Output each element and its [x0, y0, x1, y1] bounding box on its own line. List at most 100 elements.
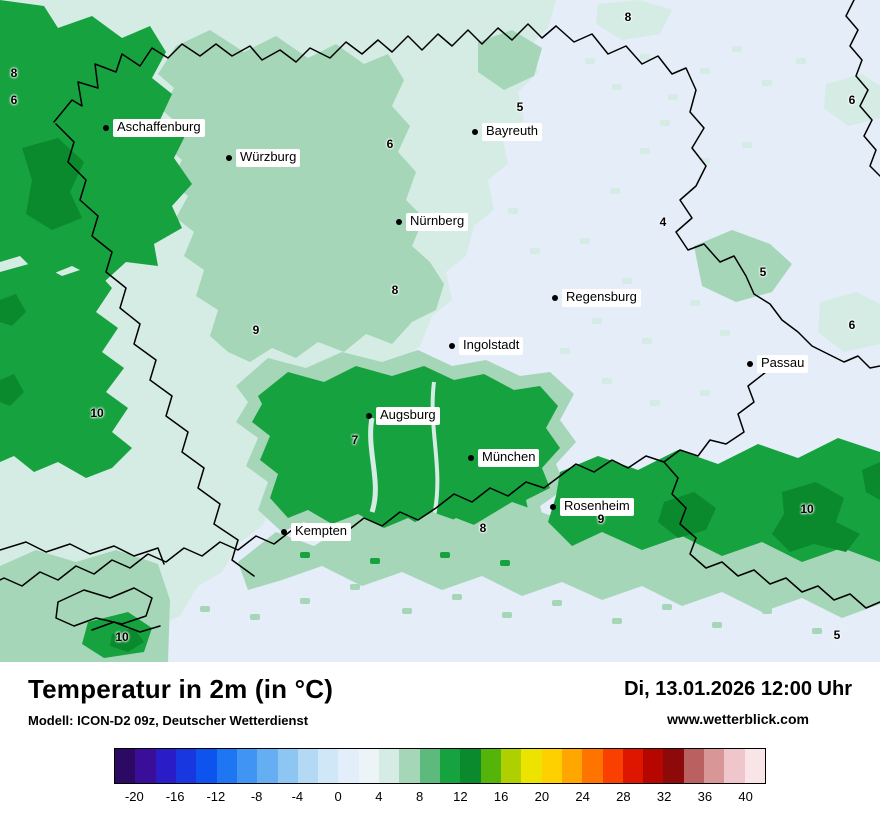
colorbar-tick-label: -12: [206, 789, 226, 804]
colorbar-segment: [480, 749, 501, 783]
colorbar-segment: [541, 749, 562, 783]
datetime-label: Di, 13.01.2026 12:00 Uhr: [624, 678, 852, 700]
city-dot: [747, 361, 753, 367]
colorbar-segment: [318, 749, 339, 783]
city-marker: Kempten: [281, 523, 352, 541]
colorbar-tick-label: 28: [616, 789, 631, 804]
city-dot: [366, 413, 372, 419]
colorbar-segment: [175, 749, 197, 783]
colorbar-segment: [216, 749, 237, 783]
city-label: Aschaffenburg: [113, 119, 205, 137]
colorbar-tick-label: 12: [453, 789, 468, 804]
temperature-value: 6: [10, 93, 18, 107]
colorbar-segment: [744, 749, 765, 783]
colorbar-segment: [196, 749, 217, 783]
colorbar-tick-label: -8: [250, 789, 263, 804]
footer-right: Di, 13.01.2026 12:00 Uhr www.wetterblick…: [624, 674, 852, 727]
city-marker: Nürnberg: [396, 213, 469, 231]
colorbar-segment: [257, 749, 278, 783]
colorbar-tick-label: 20: [534, 789, 550, 804]
temperature-value: 5: [833, 628, 841, 642]
colorbar-segment: [521, 749, 542, 783]
city-dot: [226, 155, 232, 161]
colorbar-tick-label: 40: [738, 789, 753, 804]
colorbar-segment: [115, 749, 136, 783]
temperature-value: 9: [252, 323, 260, 337]
temperature-value: 5: [516, 100, 524, 114]
city-marker: Würzburg: [226, 149, 301, 167]
east-speckle-texture: [508, 46, 806, 406]
colorbar-segment: [358, 749, 380, 783]
colorbar-segment: [683, 749, 705, 783]
city-marker: Passau: [747, 355, 809, 373]
temperature-value: 10: [800, 502, 814, 516]
colorbar-segment: [643, 749, 664, 783]
city-dot: [472, 129, 478, 135]
temperature-value: 8: [624, 10, 632, 24]
colorbar-tick-label: -20: [124, 789, 144, 804]
colorbar-segment: [277, 749, 298, 783]
city-label: München: [478, 449, 540, 467]
website-label: www.wetterblick.com: [667, 711, 809, 727]
city-label: Ingolstadt: [459, 337, 524, 355]
temperature-value: 6: [848, 93, 856, 107]
city-dot: [103, 125, 109, 131]
colorbar-tick-label: 24: [575, 789, 590, 804]
colorbar-tick-label: 32: [656, 789, 672, 804]
city-label: Bayreuth: [482, 123, 543, 141]
map-area: Aschaffenburg Würzburg Bayreuth Nürnberg Reg…: [0, 0, 880, 662]
city-dot: [552, 295, 558, 301]
city-dot: [281, 529, 287, 535]
city-label: Würzburg: [236, 149, 301, 167]
city-label: Nürnberg: [406, 213, 469, 231]
colorbar-segment: [379, 749, 400, 783]
colorbar-tick-label: 16: [493, 789, 509, 804]
temperature-value: 8: [479, 521, 487, 535]
colorbar-segment: [155, 749, 176, 783]
colorbar-segments: [114, 748, 766, 784]
temperature-value: 6: [386, 137, 394, 151]
colorbar-segment: [135, 749, 156, 783]
city-label: Passau: [757, 355, 809, 373]
map-title: Temperatur in 2m (in °C): [28, 674, 334, 704]
colorbar-segment: [500, 749, 522, 783]
colorbar-tick-label: -4: [291, 789, 304, 804]
colorbar-segment: [622, 749, 644, 783]
city-marker: Bayreuth: [472, 123, 543, 141]
temperature-value: 9: [597, 512, 605, 526]
city-label: Rosenheim: [560, 498, 634, 516]
city-marker: Ingolstadt: [449, 337, 524, 355]
footer-left: Temperatur in 2m (in °C) Modell: ICON-D2…: [28, 674, 333, 728]
temperature-value: 6: [848, 318, 856, 332]
colorbar-tick-label: 36: [697, 789, 713, 804]
south-speckle-texture: [200, 584, 822, 634]
colorbar-tick-label: 8: [416, 789, 424, 804]
temperature-map: [0, 0, 880, 662]
city-marker: Regensburg: [552, 289, 641, 307]
colorbar-segment: [602, 749, 623, 783]
colorbar-segment: [663, 749, 684, 783]
temperature-value: 7: [351, 433, 359, 447]
colorbar-segment: [440, 749, 461, 783]
colorbar: -20 -16 -12 -8 -4 0 4 8 12 16 20 24 28 32 36 40: [114, 748, 766, 808]
city-label: Augsburg: [376, 407, 440, 425]
city-marker: München: [468, 449, 540, 467]
colorbar-segment: [419, 749, 440, 783]
alps-speckle-texture: [300, 552, 510, 566]
map-overlay: Aschaffenburg Würzburg Bayreuth Nürnberg Reg…: [10, 10, 856, 644]
temperature-value: 4: [659, 215, 667, 229]
temperature-value: 8: [391, 283, 399, 297]
city-dot: [550, 504, 556, 510]
temperature-value: 8: [10, 66, 18, 80]
footer-header: Temperatur in 2m (in °C) Modell: ICON-D2…: [28, 674, 852, 728]
border-lines: [0, 0, 880, 633]
colorbar-segment: [724, 749, 745, 783]
colorbar-segment: [561, 749, 583, 783]
colorbar-segment: [236, 749, 258, 783]
city-marker: Aschaffenburg: [103, 119, 205, 137]
colorbar-segment: [399, 749, 420, 783]
colorbar-tick-label: -16: [165, 789, 185, 804]
city-dot: [468, 455, 474, 461]
city-label: Regensburg: [562, 289, 641, 307]
